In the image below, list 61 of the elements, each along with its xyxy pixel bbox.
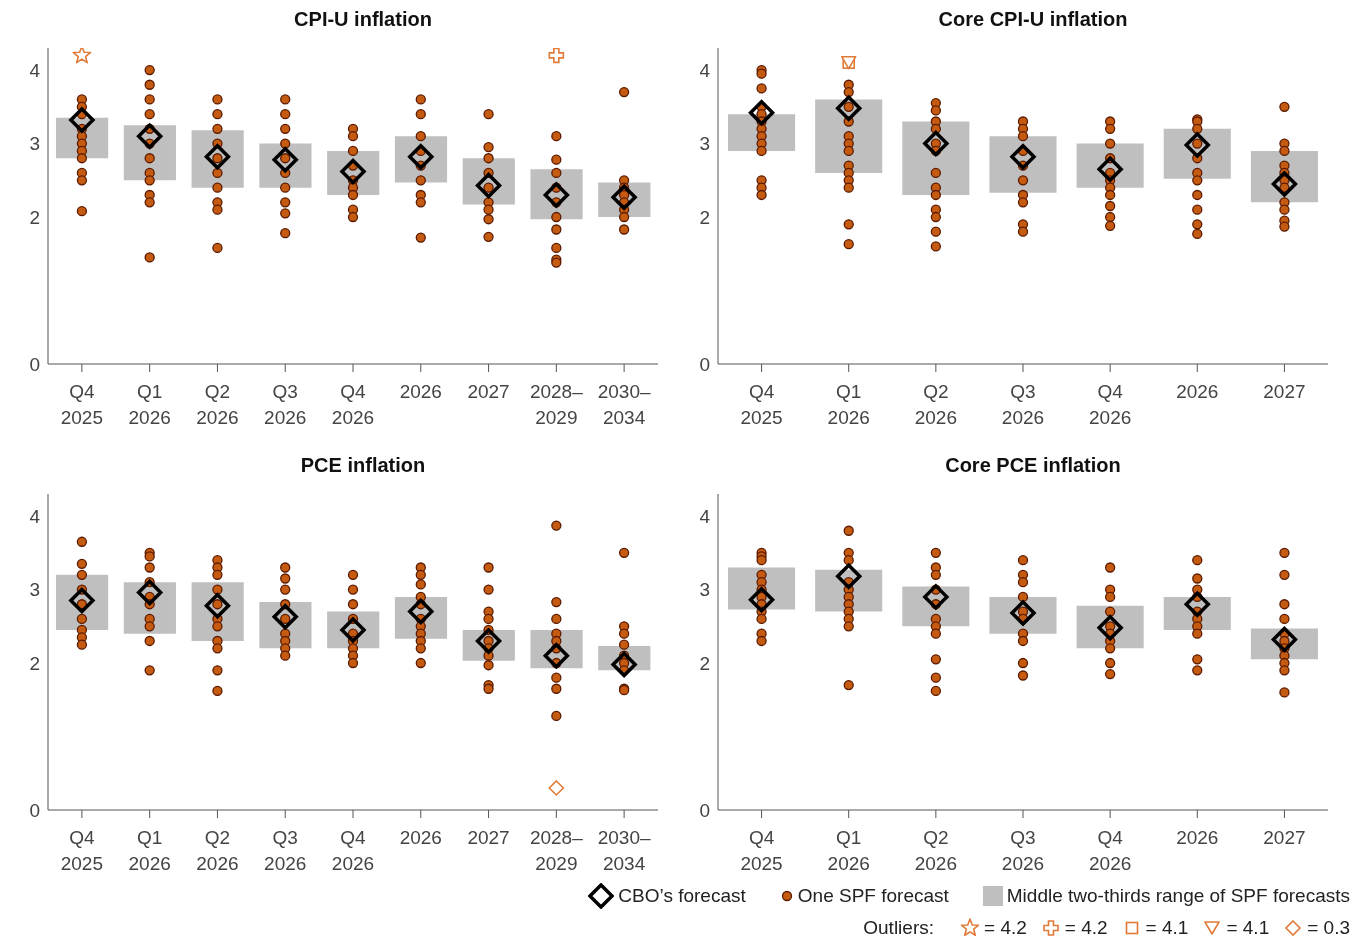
y-tick-label: 2 (699, 206, 710, 228)
x-tick-label: Q2 2026 (196, 381, 239, 428)
y-tick-label: 3 (29, 579, 40, 601)
x-tick-label: Q4 2025 (60, 827, 104, 874)
legend-label: = 4.2 (1064, 917, 1108, 939)
x-tick-label: 2028–2029 (529, 381, 584, 428)
legend-label: = 4.2 (984, 917, 1027, 939)
x-tick-label: Q3 2026 (264, 381, 307, 428)
x-tick-label: 2026 (1176, 381, 1219, 402)
x-tick-label: Q1 2026 (128, 381, 171, 428)
x-tick-label: Q4 2025 (740, 827, 783, 874)
x-tick-label: Q4 2026 (331, 381, 375, 428)
y-tick-label: 4 (699, 59, 711, 81)
x-tick-label: Q3 2026 (1001, 827, 1045, 874)
y-tick-label: 0 (29, 799, 40, 821)
x-tick-label: Q1 2026 (827, 381, 870, 428)
x-tick-label: Q3 2026 (1001, 381, 1045, 428)
x-tick-label: 2028–2029 (529, 827, 584, 874)
chart-title: Core PCE inflation (944, 454, 1122, 478)
x-tick-label: Q4 2025 (740, 381, 783, 428)
y-tick-label: 0 (699, 799, 710, 821)
y-tick-label: 3 (699, 579, 710, 601)
y-tick-label: 3 (699, 133, 710, 155)
x-tick-label: 2030–2034 (597, 381, 651, 428)
x-tick-label: 2027 (467, 827, 510, 848)
y-tick-label: 2 (29, 652, 40, 674)
x-tick-label: Q4 2026 (331, 827, 375, 874)
x-tick-label: 2027 (467, 381, 510, 402)
x-tick-label: 2026 (1176, 827, 1219, 848)
y-tick-label: 3 (29, 133, 40, 155)
x-tick-label: Q4 2026 (1089, 827, 1132, 874)
x-tick-label: 2026 (399, 381, 442, 402)
x-tick-label: Q4 2025 (60, 381, 104, 428)
chart-title: CPI-U inflation (293, 8, 433, 32)
y-tick-label: 2 (29, 206, 40, 228)
y-tick-label: 4 (699, 505, 711, 527)
chart-title: PCE inflation (299, 454, 427, 478)
x-tick-label: Q1 2026 (827, 827, 870, 874)
x-tick-label: Q2 2026 (914, 381, 957, 428)
legend-label: Middle two-thirds range of SPF forecasts (1006, 885, 1350, 907)
legend-label: = 4.1 (1226, 917, 1270, 939)
x-tick-label: 2030–2034 (597, 827, 651, 874)
legend-label: = 0.3 (1307, 917, 1350, 939)
text: Outliers: (863, 917, 935, 939)
x-tick-label: 2026 (399, 827, 442, 848)
x-tick-label: Q2 2026 (196, 827, 239, 874)
y-tick-label: 4 (29, 59, 41, 81)
x-tick-label: Q2 2026 (914, 827, 957, 874)
x-tick-label: 2027 (1263, 381, 1306, 402)
y-tick-label: 0 (699, 353, 710, 375)
legend-label: One SPF forecast (797, 885, 949, 907)
legend-label: = 4.1 (1145, 917, 1189, 939)
y-tick-label: 2 (699, 652, 710, 674)
x-tick-label: Q3 2026 (264, 827, 307, 874)
legend-label: CBO’s forecast (618, 885, 746, 907)
x-tick-label: Q1 2026 (128, 827, 171, 874)
y-tick-label: 4 (29, 505, 41, 527)
x-tick-label: Q4 2026 (1089, 381, 1132, 428)
x-tick-label: 2027 (1263, 827, 1306, 848)
chart-title: Core CPI-U inflation (937, 8, 1129, 32)
y-tick-label: 0 (29, 353, 40, 375)
